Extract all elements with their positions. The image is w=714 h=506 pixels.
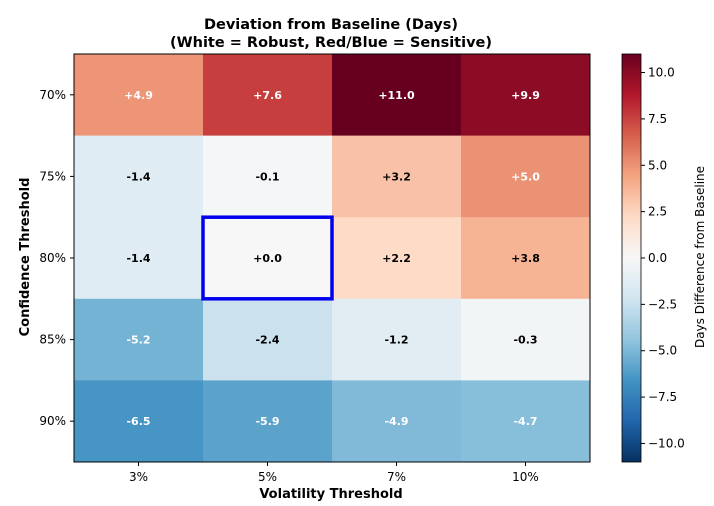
cell-value-label: +2.2	[382, 252, 411, 265]
heatmap-cell	[461, 298, 591, 381]
x-tick-label: 5%	[258, 470, 277, 484]
cell-value-label: -4.9	[384, 415, 408, 428]
heatmap-cell	[74, 380, 204, 463]
heatmap-cell	[461, 380, 591, 463]
colorbar-tick-label: 5.0	[648, 158, 667, 172]
y-tick-label: 85%	[39, 333, 66, 347]
heatmap-cell	[74, 54, 204, 137]
cell-value-label: -5.2	[126, 334, 150, 347]
cell-value-label: -1.4	[126, 252, 150, 265]
heatmap-cell	[332, 54, 462, 137]
heatmap-cell	[203, 217, 333, 300]
colorbar-label: Days Difference from Baseline	[693, 166, 707, 348]
heatmap-cell	[461, 135, 591, 218]
cell-value-label: +9.9	[511, 89, 540, 102]
heatmap-cell	[203, 54, 333, 137]
cell-value-label: -0.1	[255, 170, 279, 183]
cell-value-label: +7.6	[253, 89, 282, 102]
colorbar-tick-label: 2.5	[648, 205, 667, 219]
heatmap-cell	[461, 217, 591, 300]
x-tick-label: 3%	[129, 470, 148, 484]
y-tick-label: 70%	[39, 88, 66, 102]
cell-value-label: -1.4	[126, 170, 150, 183]
x-axis-ticks: 3% 5% 7% 10%	[129, 462, 539, 484]
y-tick-label: 80%	[39, 251, 66, 265]
colorbar-tick-label: −2.5	[648, 297, 677, 311]
heatmap-cell-labels: +4.9 +7.6 +11.0 +9.9 -1.4 -0.1 +3.2 +5.0 -1.4 +0.…	[124, 89, 540, 428]
colorbar-tick-label: 10.0	[648, 66, 675, 80]
cell-value-label: +11.0	[378, 89, 415, 102]
baseline-highlight-box	[201, 215, 334, 301]
colorbar-tick-label: 7.5	[648, 112, 667, 126]
heatmap-cell	[332, 298, 462, 381]
colorbar-tick-label: −10.0	[648, 436, 685, 450]
cell-value-label: -1.2	[384, 334, 408, 347]
cell-value-label: +3.2	[382, 170, 411, 183]
cell-value-label: +0.0	[253, 252, 282, 265]
colorbar-ticks: 10.0 7.5 5.0 2.5 0.0 −2.5 −5.0 −7.5 −10.0	[641, 66, 685, 450]
chart-title-line1: Deviation from Baseline (Days)	[204, 17, 458, 33]
heatmap-cell	[203, 135, 333, 218]
heatmap-cell	[332, 135, 462, 218]
heatmap-cells	[74, 54, 591, 463]
heatmap-cell	[203, 380, 333, 463]
cell-value-label: +3.8	[511, 252, 540, 265]
heatmap-cell	[461, 54, 591, 137]
colorbar-tick-label: −7.5	[648, 390, 677, 404]
heatmap-cell	[74, 298, 204, 381]
y-tick-label: 90%	[39, 414, 66, 428]
colorbar-tick-label: −5.0	[648, 344, 677, 358]
heatmap-cell	[74, 217, 204, 300]
heatmap-cell	[74, 135, 204, 218]
y-axis-label: Confidence Threshold	[18, 178, 33, 337]
y-tick-label: 75%	[39, 169, 66, 183]
cell-value-label: -5.9	[255, 415, 279, 428]
heatmap-cell	[332, 380, 462, 463]
heatmap-cell	[203, 298, 333, 381]
cell-value-label: -2.4	[255, 334, 279, 347]
colorbar-tick-label: 0.0	[648, 251, 667, 265]
x-tick-label: 7%	[387, 470, 406, 484]
colorbar	[621, 53, 642, 463]
x-tick-label: 10%	[512, 470, 539, 484]
cell-value-label: -4.7	[513, 415, 537, 428]
heatmap-cell	[332, 217, 462, 300]
cell-value-label: +4.9	[124, 89, 153, 102]
chart-title-line2: (White = Robust, Red/Blue = Sensitive)	[170, 35, 492, 51]
cell-value-label: -6.5	[126, 415, 150, 428]
y-axis-ticks: 70% 75% 80% 85% 90%	[39, 88, 74, 428]
x-axis-label: Volatility Threshold	[259, 487, 402, 502]
cell-value-label: -0.3	[513, 334, 537, 347]
cell-value-label: +5.0	[511, 170, 540, 183]
